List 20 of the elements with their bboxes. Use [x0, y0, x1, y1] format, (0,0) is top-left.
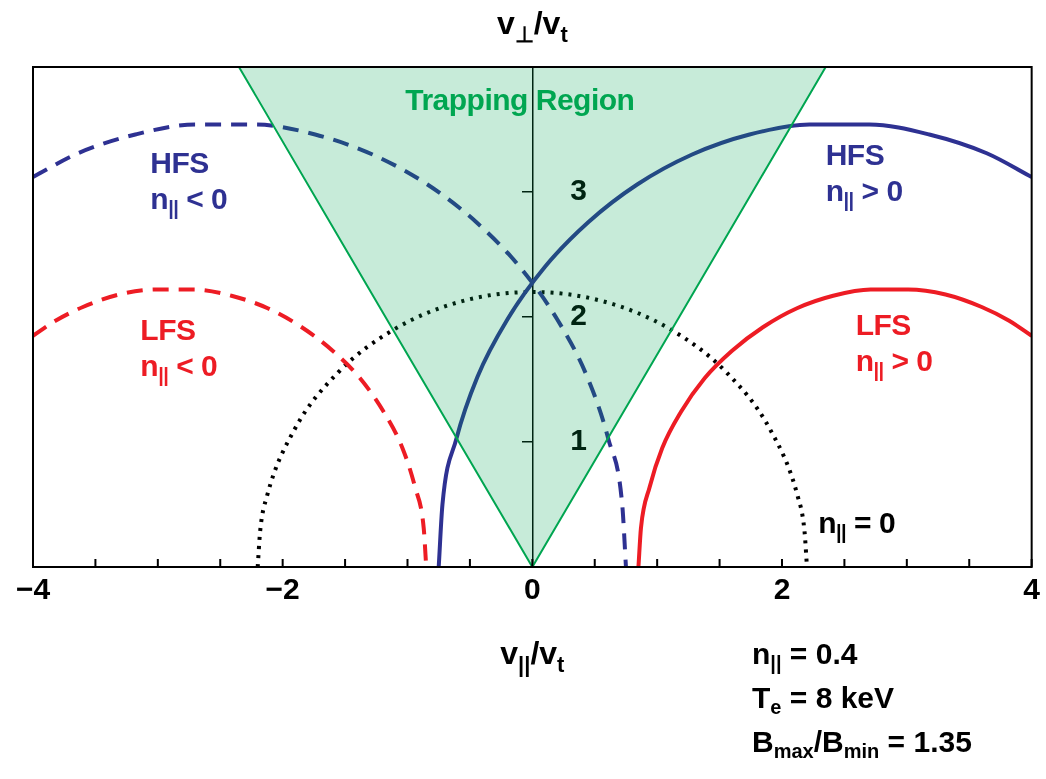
x-tick-label: −2	[265, 572, 300, 606]
text: Trapping Region	[405, 82, 635, 118]
x-axis-title: v$_{||}$/v$_{t}$	[500, 635, 565, 677]
series-label: n$_{||}$ = 0	[818, 504, 896, 543]
text: T$_{e}$ = 8 keV	[752, 680, 896, 720]
y-tick-label: 2	[570, 298, 588, 332]
y-tick-label: 3	[570, 173, 588, 207]
series-label: HFS n$_{||}$ > 0	[825, 137, 903, 211]
series-label: LFS n$_{||}$ > 0	[855, 307, 933, 381]
series-label: LFS n$_{||}$ < 0	[140, 312, 218, 386]
x-tick-label: 0	[523, 572, 541, 606]
series-label: HFS n$_{||}$ < 0	[150, 144, 228, 219]
y-tick-label: 1	[570, 423, 588, 457]
text: B$_{max}$/B$_{min}$ = 1.35	[752, 724, 972, 764]
x-tick-label: 2	[773, 572, 791, 606]
line-series	[636, 287, 1032, 567]
x-tick-label: −4	[15, 572, 51, 606]
x-tick-label: 4	[1023, 572, 1041, 606]
text: n$_{||}$ = 0.4	[752, 636, 859, 676]
y-axis-title: v$_{⊥}$/v$_{t}$	[496, 5, 568, 47]
